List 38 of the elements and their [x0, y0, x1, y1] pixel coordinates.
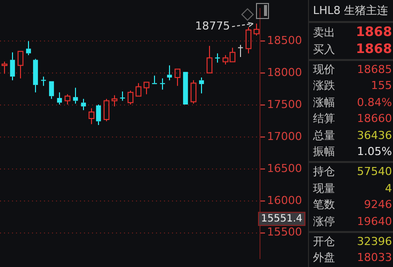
text: 1868: [356, 24, 392, 41]
text: 涨幅: [313, 94, 335, 111]
y-tick-label: 15500: [267, 226, 302, 239]
y-tick-label: 18500: [267, 34, 302, 48]
text: 36436: [357, 128, 392, 144]
text: 0.84%: [357, 94, 392, 111]
annotation: 18775: [195, 19, 230, 32]
text: 18660: [357, 111, 392, 128]
y-tick-label: 17500: [267, 98, 302, 111]
y-tick-label: 16500: [267, 162, 302, 175]
text: 32396: [357, 234, 392, 250]
y-tick-label: 16000: [267, 194, 302, 207]
text: 57540: [357, 164, 392, 180]
text: 9246: [364, 197, 392, 214]
text: 结算: [313, 111, 335, 128]
text: 现量: [313, 180, 335, 197]
text: 涨跌: [313, 78, 335, 94]
text: 买入: [313, 42, 335, 58]
text: LHL8 生猪主连: [309, 0, 393, 23]
text: 1.05%: [357, 144, 392, 160]
text: 18685: [357, 62, 392, 78]
y-tick-label: 18000: [267, 66, 302, 79]
text: 19640: [357, 214, 392, 230]
text: 总量: [313, 128, 335, 144]
text: 15551.4: [261, 213, 302, 224]
text: 涨停: [313, 214, 335, 230]
text: 1868: [356, 41, 392, 58]
text: 振幅: [313, 144, 335, 160]
text: 4: [385, 180, 392, 197]
text: 外盘: [313, 250, 335, 266]
text: 18033: [357, 250, 392, 266]
text: 开仓: [313, 234, 335, 250]
text: 持仓: [313, 164, 335, 180]
text: 笔数: [313, 197, 335, 214]
text: 155: [371, 78, 392, 94]
text: 卖出: [313, 25, 335, 41]
y-tick-label: 17000: [267, 130, 302, 143]
text: 现价: [313, 62, 335, 78]
